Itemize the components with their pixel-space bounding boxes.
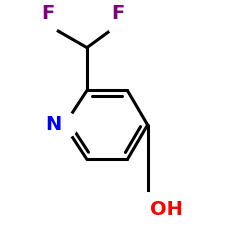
Circle shape — [51, 112, 78, 138]
Text: N: N — [45, 116, 62, 134]
Text: F: F — [111, 4, 124, 23]
Circle shape — [108, 15, 128, 35]
Text: F: F — [41, 4, 54, 23]
Circle shape — [38, 15, 58, 35]
Text: OH: OH — [150, 200, 183, 219]
Circle shape — [131, 193, 164, 226]
